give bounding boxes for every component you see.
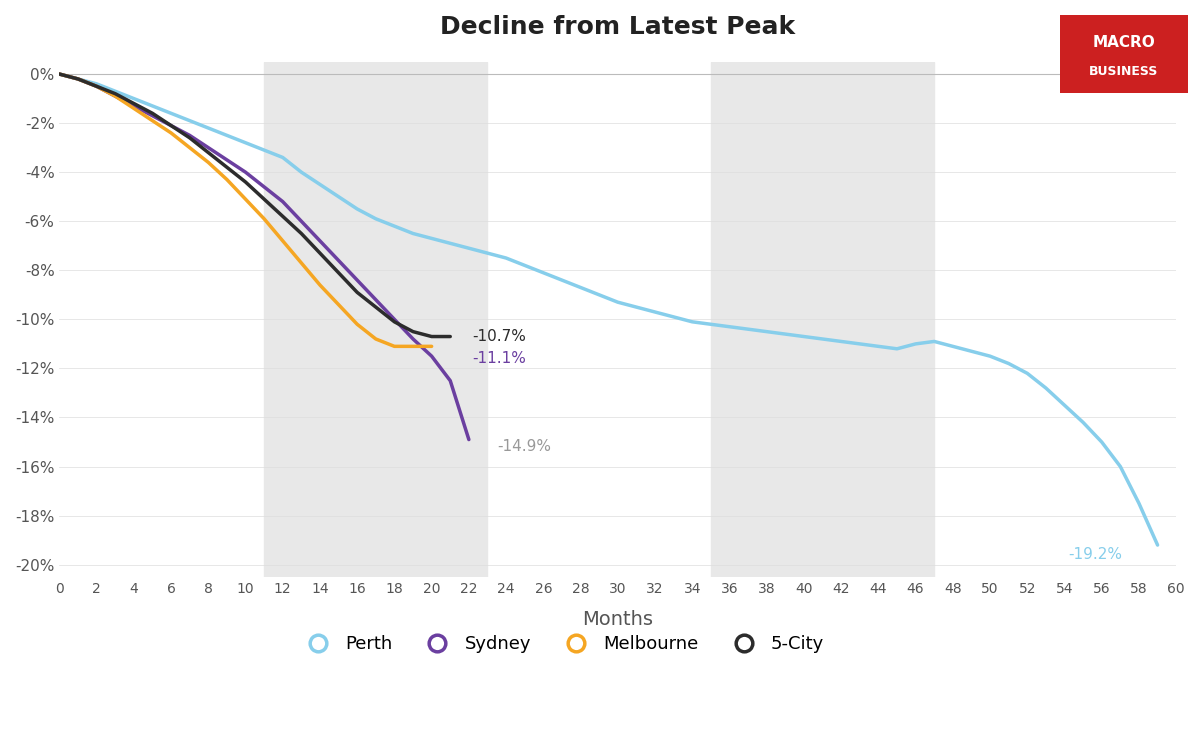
Text: MACRO: MACRO — [1092, 35, 1156, 50]
Text: -19.2%: -19.2% — [1068, 548, 1122, 562]
Text: -14.9%: -14.9% — [497, 439, 551, 454]
Text: BUSINESS: BUSINESS — [1090, 65, 1158, 78]
Text: -11.1%: -11.1% — [473, 351, 527, 366]
Bar — [264, 62, 487, 577]
Text: -10.7%: -10.7% — [473, 329, 527, 344]
Title: Decline from Latest Peak: Decline from Latest Peak — [440, 15, 796, 39]
Legend: Perth, Sydney, Melbourne, 5-City: Perth, Sydney, Melbourne, 5-City — [293, 628, 832, 661]
X-axis label: Months: Months — [582, 609, 653, 629]
Bar — [710, 62, 935, 577]
